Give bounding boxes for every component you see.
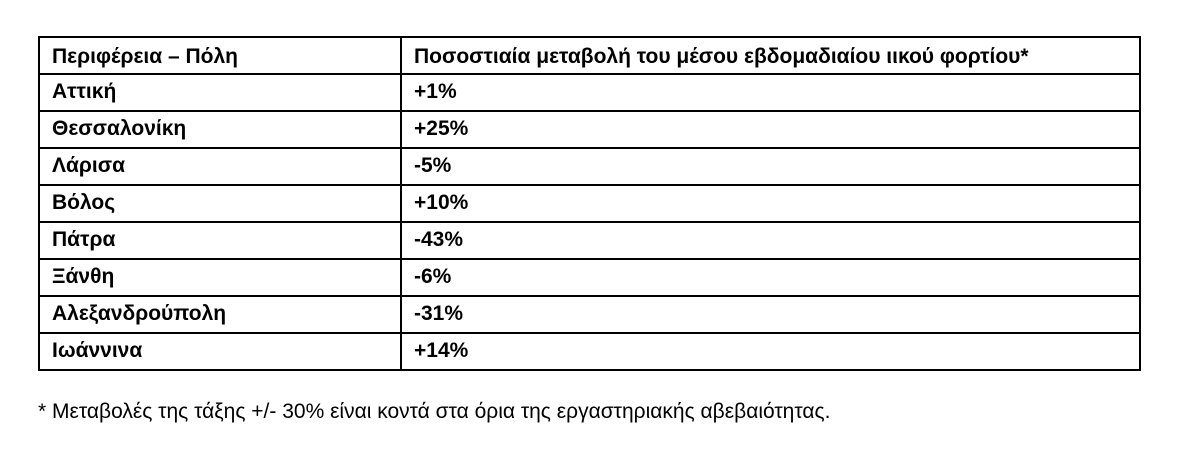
table-row: Αττική +1%	[38, 73, 1141, 112]
region-cell: Λάρισα	[38, 147, 402, 186]
table-header-row: Περιφέρεια – Πόλη Ποσοστιαία μεταβολή το…	[38, 36, 1141, 75]
change-cell: +1%	[400, 73, 1141, 112]
change-cell: +10%	[400, 184, 1141, 223]
change-cell: +25%	[400, 110, 1141, 149]
table-row: Πάτρα -43%	[38, 221, 1141, 260]
change-cell: +14%	[400, 332, 1141, 371]
table-row: Αλεξανδρούπολη -31%	[38, 295, 1141, 334]
change-cell: -43%	[400, 221, 1141, 260]
table-row: Βόλος +10%	[38, 184, 1141, 223]
change-cell: -6%	[400, 258, 1141, 297]
table-row: Θεσσαλονίκη +25%	[38, 110, 1141, 149]
region-cell: Θεσσαλονίκη	[38, 110, 402, 149]
header-region: Περιφέρεια – Πόλη	[38, 36, 402, 75]
region-cell: Πάτρα	[38, 221, 402, 260]
viral-load-table: Περιφέρεια – Πόλη Ποσοστιαία μεταβολή το…	[38, 36, 1141, 371]
region-cell: Ιωάννινα	[38, 332, 402, 371]
region-cell: Αττική	[38, 73, 402, 112]
table-row: Ξάνθη -6%	[38, 258, 1141, 297]
table-row: Λάρισα -5%	[38, 147, 1141, 186]
table-row: Ιωάννινα +14%	[38, 332, 1141, 371]
cropped-previous-text-line	[0, 0, 1202, 6]
region-cell: Ξάνθη	[38, 258, 402, 297]
change-cell: -5%	[400, 147, 1141, 186]
region-cell: Αλεξανδρούπολη	[38, 295, 402, 334]
region-cell: Βόλος	[38, 184, 402, 223]
footnote: * Μεταβολές της τάξης +/- 30% είναι κοντ…	[38, 400, 831, 423]
change-cell: -31%	[400, 295, 1141, 334]
header-change: Ποσοστιαία μεταβολή του μέσου εβδομαδιαί…	[400, 36, 1141, 75]
